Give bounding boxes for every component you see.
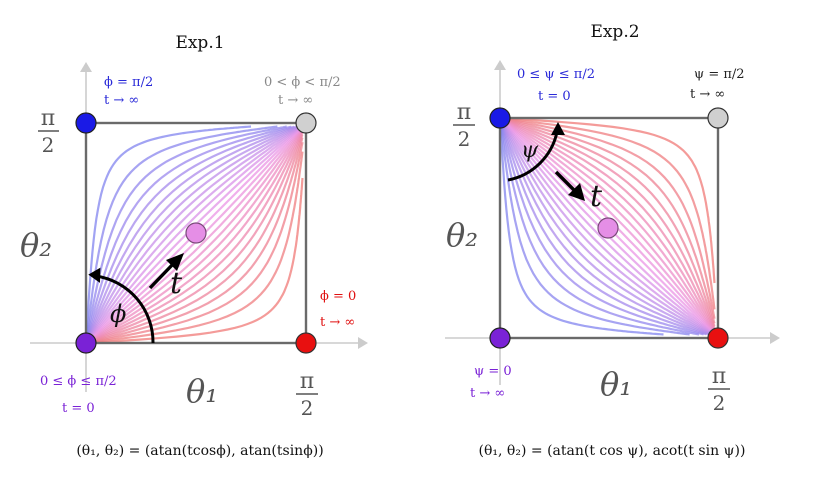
panel2-dot-bottom-right (707, 327, 729, 349)
panel2-dot-center (597, 217, 619, 239)
panel2-angle-arrowhead (551, 122, 565, 135)
trajectory-curve (499, 116, 716, 319)
panel2-x-tick-label: π 2 (708, 364, 730, 415)
trajectory-curve (85, 177, 304, 345)
panel1-angle-label: ϕ (110, 300, 126, 328)
panel1-bottom-left-condition: 0 ≤ ϕ ≤ π/2 (40, 374, 117, 389)
trajectory-curve (499, 116, 716, 284)
trajectory-curve (85, 142, 304, 345)
panel2-top-right-condition: ψ = π/2 (694, 67, 745, 82)
trajectory-curve (84, 125, 252, 344)
panel2-angle-label: ψ (521, 138, 539, 163)
trajectory-curve (84, 125, 292, 344)
panel2-x-axis-arrowhead (770, 332, 780, 344)
panel1-time-label: t (170, 266, 183, 301)
trajectory-curve (85, 137, 304, 345)
panel1-bottom-right-condition: ϕ = 0 (320, 289, 356, 304)
panel1-dot-top-left (75, 112, 97, 134)
panel2-angle-arc (507, 131, 559, 182)
trajectory-curve (498, 117, 699, 336)
trajectory-curve (84, 125, 278, 344)
panel2-dot-top-left (489, 107, 511, 129)
trajectory-curve (498, 117, 690, 336)
panel1-formula: (θ₁, θ₂) = (atan(tcosϕ), atan(tsinϕ)) (76, 443, 323, 459)
panel2-domain-square (498, 116, 720, 340)
panel2-bottom-left-condition: ψ = 0 (474, 364, 512, 379)
panel1-top-right-time: t → ∞ (278, 93, 313, 108)
panel2-bottom-left-time: t → ∞ (470, 386, 505, 401)
panel1-dot-bottom-left (75, 332, 97, 354)
panel1-dot-center (185, 222, 207, 244)
panel1-domain-square (84, 121, 308, 345)
panel1-time-arrow (148, 260, 177, 290)
trajectory-curve (499, 116, 716, 310)
svg-text:2: 2 (458, 127, 471, 151)
panel2-top-left-time: t = 0 (538, 89, 571, 104)
panel2-formula: (θ₁, θ₂) = (atan(t cos ψ), acot(t sin ψ)… (479, 443, 746, 459)
panel2-time-label: t (590, 179, 603, 214)
panel2-top-left-condition: 0 ≤ ψ ≤ π/2 (517, 67, 595, 82)
panel-exp1: Exp.1 ϕ t θ₂ θ₁ π 2 π (20, 33, 368, 459)
panel1-y-tick-label: π 2 (38, 106, 59, 157)
panel1-bottom-right-time: t → ∞ (320, 315, 355, 330)
svg-text:π: π (41, 106, 55, 131)
trajectory-curve (499, 116, 716, 324)
panel1-y-axis-arrowhead (80, 62, 92, 72)
panel2-title: Exp.2 (590, 22, 639, 42)
panel1-dot-bottom-right (295, 332, 317, 354)
panel1-x-axis-arrowhead (358, 337, 368, 349)
panel1-dot-top-right (295, 112, 317, 134)
trajectory-curve (85, 151, 304, 345)
panel-exp2: Exp.2 ψ t θ₂ θ₁ π 2 π 2 0 ≤ (445, 22, 780, 459)
svg-text:π: π (712, 364, 726, 389)
panel2-time-arrowhead (568, 183, 585, 201)
panel2-y-axis-label: θ₂ (446, 216, 478, 254)
panel1-bottom-left-time: t = 0 (62, 401, 95, 416)
svg-text:π: π (457, 100, 471, 125)
svg-text:2: 2 (301, 396, 314, 420)
panel1-y-axis-label: θ₂ (20, 226, 52, 264)
panel1-x-tick-label: π 2 (296, 369, 318, 420)
panel1-angle-arc (95, 274, 155, 344)
trajectory-curve (498, 117, 704, 336)
panel1-top-right-condition: 0 < ϕ < π/2 (264, 75, 341, 90)
svg-text:2: 2 (42, 133, 55, 157)
trajectory-curve (498, 117, 664, 336)
svg-text:π: π (300, 369, 314, 394)
trajectory-curve (84, 125, 287, 344)
svg-text:2: 2 (713, 391, 726, 415)
panel2-y-axis-arrowhead (494, 60, 506, 70)
panel1-x-axis-label: θ₁ (186, 372, 218, 410)
panel2-dot-top-right (707, 107, 729, 129)
panel2-y-tick-label: π 2 (453, 100, 475, 151)
panel1-angle-arrowhead (88, 267, 101, 283)
panel1-title: Exp.1 (175, 33, 224, 53)
panel1-top-left-time: t → ∞ (104, 93, 139, 108)
panel2-dot-bottom-left (489, 327, 511, 349)
panel1-top-left-condition: ϕ = π/2 (104, 75, 153, 90)
panel2-time-arrow (554, 170, 578, 194)
panel2-x-axis-label: θ₁ (600, 365, 632, 403)
panel2-top-right-time: t → ∞ (690, 87, 725, 102)
panel1-time-arrowhead (166, 253, 184, 271)
